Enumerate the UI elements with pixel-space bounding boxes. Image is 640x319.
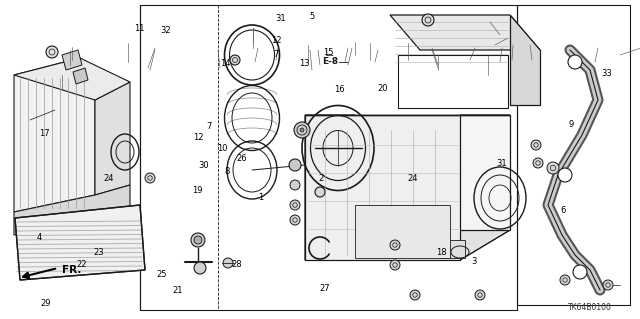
- Text: 9: 9: [569, 120, 574, 129]
- Text: 25: 25: [157, 271, 167, 279]
- Text: E-8: E-8: [322, 57, 338, 66]
- Polygon shape: [510, 15, 540, 105]
- Polygon shape: [14, 58, 130, 100]
- Circle shape: [560, 275, 570, 285]
- Text: 12: 12: [271, 36, 282, 45]
- Circle shape: [194, 236, 202, 244]
- Text: 6: 6: [561, 206, 566, 215]
- Text: 1: 1: [259, 193, 264, 202]
- Text: 3: 3: [471, 257, 476, 266]
- Circle shape: [547, 162, 559, 174]
- Polygon shape: [305, 115, 460, 260]
- Circle shape: [422, 14, 434, 26]
- Text: 18: 18: [436, 248, 447, 256]
- Text: 30: 30: [198, 161, 209, 170]
- Polygon shape: [305, 115, 355, 260]
- Text: 12: 12: [193, 133, 204, 142]
- Polygon shape: [14, 58, 95, 212]
- Polygon shape: [440, 240, 465, 258]
- Circle shape: [325, 55, 335, 65]
- Text: FR.: FR.: [62, 265, 81, 275]
- Polygon shape: [95, 82, 130, 195]
- Circle shape: [603, 280, 613, 290]
- Text: 17: 17: [40, 129, 50, 138]
- Circle shape: [294, 122, 310, 138]
- Text: 15: 15: [323, 48, 333, 57]
- Circle shape: [573, 265, 587, 279]
- Text: 8: 8: [225, 167, 230, 176]
- Circle shape: [290, 215, 300, 225]
- Circle shape: [410, 290, 420, 300]
- Circle shape: [290, 180, 300, 190]
- Polygon shape: [305, 230, 510, 260]
- Text: 26: 26: [237, 154, 247, 163]
- Circle shape: [315, 187, 325, 197]
- Circle shape: [46, 46, 58, 58]
- Text: 13: 13: [299, 59, 309, 68]
- Polygon shape: [62, 50, 82, 70]
- Circle shape: [558, 168, 572, 182]
- Text: 33: 33: [602, 69, 612, 78]
- Text: 21: 21: [173, 286, 183, 295]
- Text: 2: 2: [319, 174, 324, 183]
- Text: 19: 19: [192, 186, 202, 195]
- Circle shape: [194, 262, 206, 274]
- Polygon shape: [14, 185, 130, 235]
- Circle shape: [191, 233, 205, 247]
- Text: 16: 16: [334, 85, 344, 94]
- Text: 27: 27: [320, 284, 330, 293]
- Circle shape: [533, 158, 543, 168]
- Text: 7: 7: [206, 122, 211, 131]
- Text: 7: 7: [274, 50, 279, 59]
- Text: 24: 24: [104, 174, 114, 183]
- Text: 4: 4: [37, 233, 42, 242]
- Text: 29: 29: [41, 299, 51, 308]
- Text: 10: 10: [218, 144, 228, 153]
- Text: 5: 5: [310, 12, 315, 21]
- Text: 14: 14: [220, 59, 230, 68]
- Text: 24: 24: [407, 174, 417, 182]
- Text: 20: 20: [378, 84, 388, 93]
- Text: 31: 31: [275, 14, 285, 23]
- Circle shape: [300, 128, 304, 132]
- Circle shape: [475, 290, 485, 300]
- Text: 11: 11: [134, 24, 145, 33]
- Circle shape: [390, 260, 400, 270]
- Polygon shape: [355, 205, 450, 258]
- Circle shape: [390, 240, 400, 250]
- Circle shape: [568, 55, 582, 69]
- Text: 22: 22: [77, 260, 87, 269]
- Circle shape: [230, 55, 240, 65]
- Polygon shape: [355, 115, 510, 230]
- Polygon shape: [460, 115, 510, 260]
- Text: 23: 23: [94, 248, 104, 257]
- Polygon shape: [15, 205, 145, 280]
- Polygon shape: [390, 15, 540, 50]
- Text: 31: 31: [497, 159, 507, 168]
- Circle shape: [223, 258, 233, 268]
- Text: 28: 28: [232, 260, 242, 269]
- Circle shape: [531, 140, 541, 150]
- Text: TK64B0100: TK64B0100: [568, 303, 612, 313]
- Text: 32: 32: [160, 26, 170, 35]
- Polygon shape: [73, 68, 88, 84]
- Circle shape: [145, 173, 155, 183]
- Circle shape: [290, 200, 300, 210]
- Circle shape: [289, 159, 301, 171]
